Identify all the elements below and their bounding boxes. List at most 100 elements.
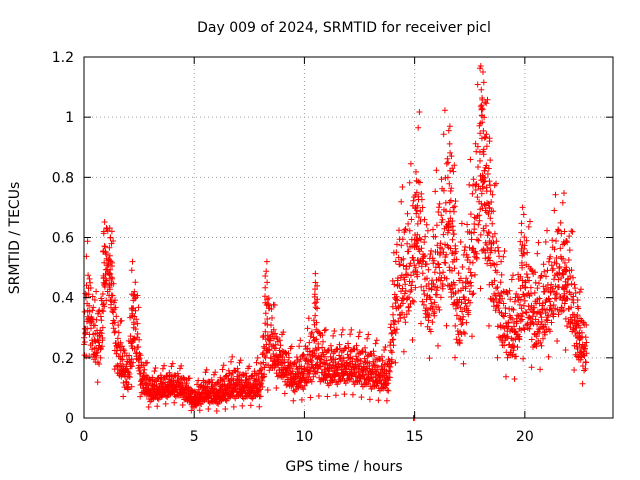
data-point (341, 345, 348, 352)
data-point (257, 393, 264, 400)
data-point (494, 269, 500, 276)
data-point (520, 355, 527, 362)
data-point (416, 179, 423, 186)
data-point (548, 262, 555, 269)
data-point (94, 379, 101, 386)
data-point (276, 337, 283, 344)
data-point (400, 255, 407, 262)
data-point (110, 325, 117, 332)
data-point (539, 300, 546, 307)
data-point (518, 229, 525, 236)
data-point (510, 306, 517, 313)
data-point (305, 315, 312, 322)
data-point (545, 312, 552, 319)
data-point (540, 261, 547, 268)
data-point (179, 402, 186, 408)
data-point (455, 288, 462, 295)
data-point (436, 264, 443, 271)
data-point (528, 336, 535, 343)
data-point (421, 239, 428, 246)
data-point (541, 268, 548, 275)
data-point (370, 348, 377, 355)
data-point (493, 180, 499, 187)
data-point (582, 365, 589, 372)
data-point (457, 275, 464, 282)
data-point (521, 234, 528, 241)
data-point (131, 335, 138, 342)
data-point (551, 246, 558, 253)
data-point (386, 374, 393, 381)
data-point (546, 298, 553, 305)
data-point (540, 335, 546, 342)
data-point (268, 322, 274, 329)
data-point (440, 231, 447, 238)
data-point (228, 358, 234, 365)
data-point (312, 312, 319, 319)
data-point (480, 79, 487, 86)
data-point (493, 261, 500, 268)
data-point (550, 302, 557, 308)
data-point (271, 302, 278, 308)
data-point (451, 281, 458, 288)
data-point (553, 295, 560, 302)
data-point (429, 255, 436, 262)
data-point (95, 339, 102, 346)
x-axis-label: GPS time / hours (285, 459, 402, 475)
data-point (222, 396, 229, 403)
data-point (419, 298, 426, 305)
data-point (96, 307, 103, 314)
data-point (485, 211, 492, 217)
data-point (196, 407, 203, 414)
data-point (469, 190, 476, 197)
axis-ticks: 0 0.2 0.4 0.6 0.8 1 1.2 0 5 10 15 20 (52, 50, 613, 445)
data-point (437, 240, 444, 247)
data-point (471, 221, 478, 227)
data-point (448, 185, 455, 192)
data-point (444, 155, 451, 162)
data-point (254, 354, 261, 361)
data-point (443, 160, 450, 167)
data-point (345, 344, 352, 351)
data-point (186, 375, 193, 382)
data-point (271, 364, 278, 371)
data-point (162, 400, 169, 407)
data-point (463, 275, 470, 282)
data-point (276, 347, 283, 354)
data-point (497, 279, 504, 286)
data-point (463, 319, 470, 326)
data-point (526, 314, 533, 321)
data-point (355, 333, 362, 340)
data-point (129, 310, 136, 317)
data-point (406, 179, 413, 186)
data-point (554, 306, 561, 313)
data-point (320, 338, 326, 345)
data-point (437, 294, 444, 301)
data-point (263, 268, 270, 275)
data-point (487, 157, 494, 164)
data-point (528, 290, 535, 297)
data-point (494, 244, 501, 251)
data-point (518, 245, 525, 252)
data-point (577, 356, 584, 363)
data-point (414, 273, 421, 280)
x-tick-label: 5 (190, 429, 199, 445)
data-point (519, 242, 526, 248)
data-point (566, 233, 573, 240)
data-point (480, 146, 487, 153)
data-point (353, 342, 360, 349)
data-point (464, 221, 471, 228)
data-point (265, 346, 272, 353)
data-point (409, 337, 416, 343)
data-point (225, 367, 232, 374)
data-point (99, 291, 106, 297)
data-point (298, 396, 305, 403)
data-point (89, 340, 96, 347)
data-point (463, 303, 470, 310)
data-point (569, 296, 576, 303)
data-point (311, 300, 318, 307)
data-point (262, 284, 269, 291)
data-point (259, 383, 266, 390)
data-point (521, 293, 528, 300)
data-point (147, 377, 154, 384)
data-point (498, 258, 505, 265)
